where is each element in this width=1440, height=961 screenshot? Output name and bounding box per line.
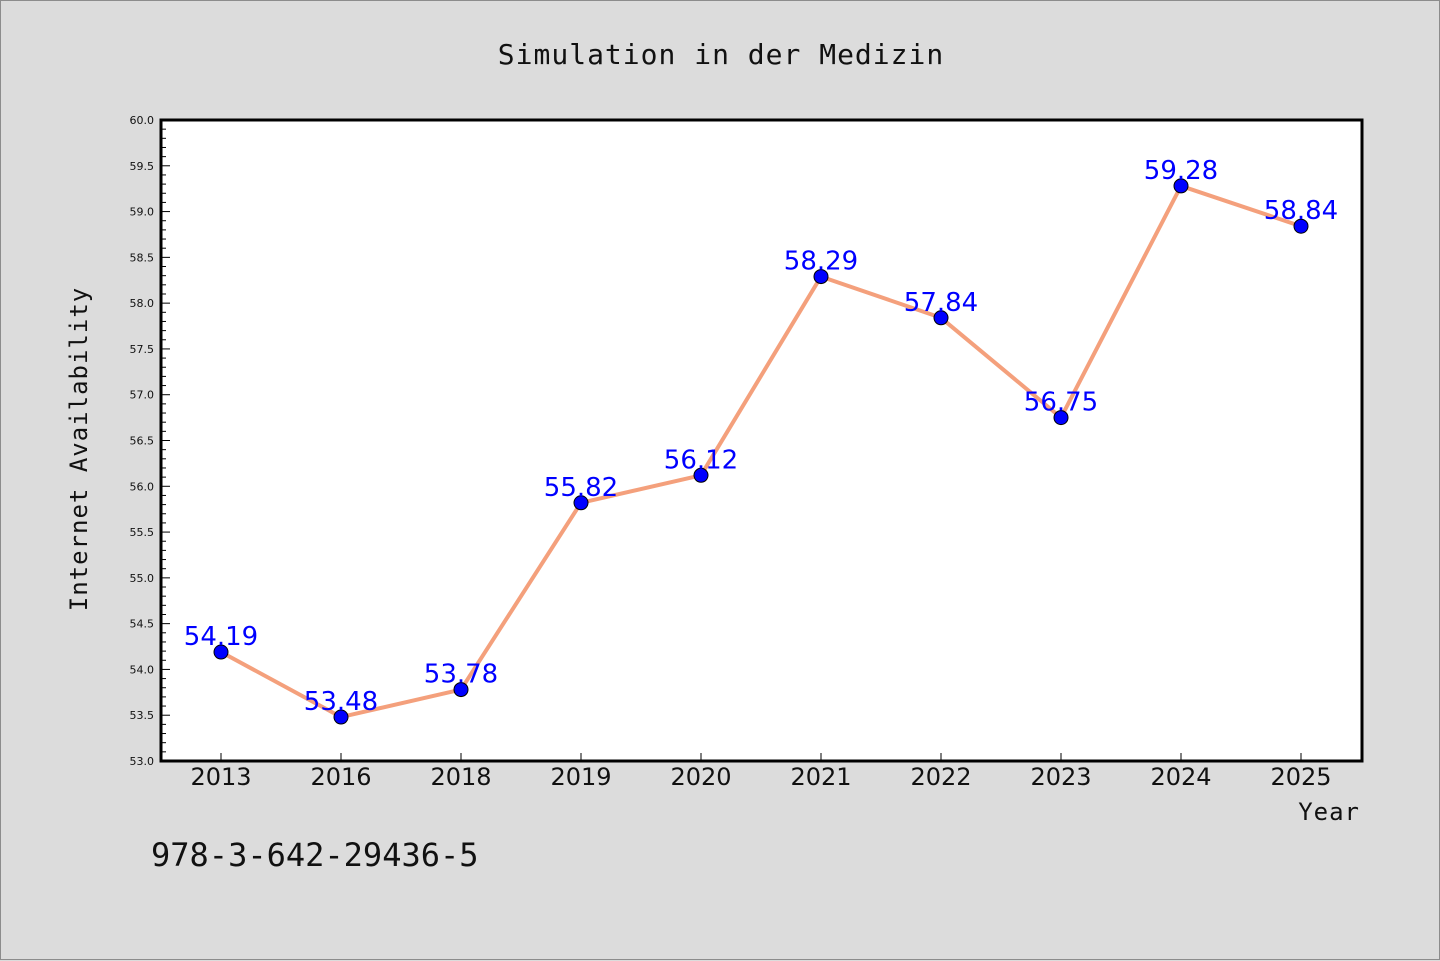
y-tick-label: 57.5 (130, 343, 155, 356)
series-line (220, 183, 1302, 720)
data-point (693, 467, 709, 483)
x-tick-label: 2022 (910, 763, 971, 791)
y-axis: 53.0 53.5 54.0 54.5 55.0 55.5 56.0 56.5 57.0 57.5… (130, 114, 170, 768)
data-point (1053, 410, 1069, 426)
y-tick-label: 54.0 (130, 663, 155, 676)
y-tick-label: 59.0 (130, 206, 155, 219)
x-tick-label: 2013 (190, 763, 251, 791)
y-tick-label: 55.0 (130, 572, 155, 585)
x-tick-label: 2020 (670, 763, 731, 791)
data-point (1173, 178, 1189, 194)
y-tick-label: 58.5 (130, 251, 155, 264)
x-tick-label: 2018 (430, 763, 491, 791)
data-label: 58.29 (784, 247, 858, 277)
y-tick-label: 56.0 (130, 480, 155, 493)
data-label: 54.19 (184, 622, 258, 652)
data-label: 58.84 (1264, 196, 1338, 226)
plot-area (159, 118, 1364, 763)
footnote-isbn: 978-3-642-29436-5 (151, 836, 479, 874)
y-tick-label: 60.0 (130, 114, 155, 127)
y-tick-label: 59.5 (130, 160, 155, 173)
data-label: 53.48 (304, 687, 378, 717)
x-axis-label: Year (1298, 798, 1360, 826)
x-tick-label: 2025 (1270, 763, 1331, 791)
data-point (1293, 218, 1309, 234)
data-point (333, 709, 349, 725)
data-label: 57.84 (904, 288, 978, 318)
y-tick-label: 53.5 (130, 709, 155, 722)
x-axis: 2013 2016 2018 2019 2020 2021 2022 2023 2024 2025 (190, 753, 1332, 791)
y-tick-label: 55.5 (130, 526, 155, 539)
chart-title: Simulation in der Medizin (498, 38, 944, 71)
y-tick-label: 53.0 (130, 755, 155, 768)
x-tick-label: 2024 (1150, 763, 1211, 791)
series-group: 54.19 53.48 53.78 55.82 56.12 58.29 57.84 56.75… (184, 156, 1338, 725)
data-point (213, 644, 229, 660)
x-tick-label: 2021 (790, 763, 851, 791)
data-label: 55.82 (544, 473, 618, 503)
data-point (453, 682, 469, 698)
data-label: 59.28 (1144, 156, 1218, 186)
data-point (573, 495, 589, 511)
y-axis-label: Internet Availability (65, 287, 93, 611)
y-tick-label: 54.5 (130, 618, 155, 631)
x-tick-label: 2023 (1030, 763, 1091, 791)
data-point (813, 269, 829, 285)
x-tick-label: 2019 (550, 763, 611, 791)
data-point (933, 310, 949, 326)
data-label: 53.78 (424, 660, 498, 690)
data-label: 56.75 (1024, 388, 1098, 418)
y-tick-label: 58.0 (130, 297, 155, 310)
y-tick-label: 56.5 (130, 435, 155, 448)
data-label: 56.12 (664, 445, 738, 475)
x-tick-label: 2016 (310, 763, 371, 791)
y-tick-label: 57.0 (130, 389, 155, 402)
